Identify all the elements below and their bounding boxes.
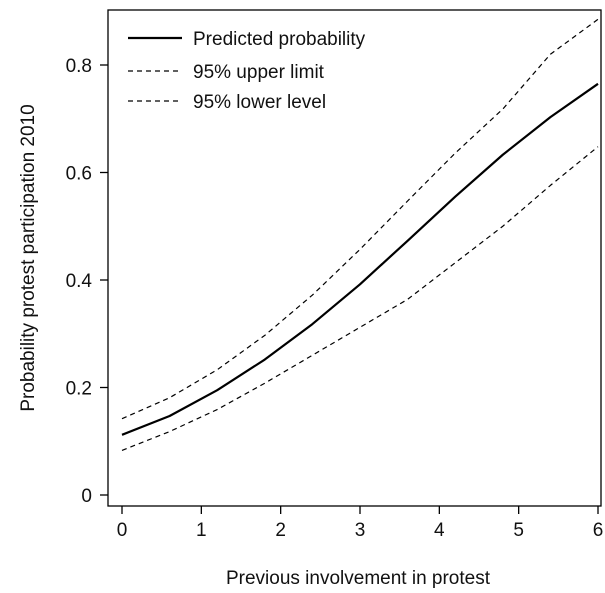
x-axis-title: Previous involvement in protest <box>226 568 491 589</box>
y-tick-label: 0.8 <box>66 56 92 77</box>
legend-label: 95% lower level <box>193 92 326 113</box>
plot-frame <box>107 9 602 507</box>
y-axis: 0 0.2 0.4 0.6 0.8 <box>66 56 108 507</box>
x-tick-label: 1 <box>196 520 207 541</box>
y-axis-title: Probability protest participation 2010 <box>18 104 39 411</box>
series-line-lower-level <box>121 146 599 451</box>
y-tick-label: 0.4 <box>66 271 93 292</box>
series-layer <box>121 18 599 451</box>
legend-label: 95% upper limit <box>193 62 325 83</box>
legend: Predicted probability 95% upper limit 95% … <box>128 29 366 113</box>
y-tick-label: 0.2 <box>66 379 92 400</box>
y-tick-label: 0.6 <box>66 164 92 185</box>
x-tick-label: 6 <box>593 520 604 541</box>
x-tick-label: 3 <box>355 520 366 541</box>
x-tick-label: 0 <box>117 520 128 541</box>
x-tick-label: 5 <box>513 520 524 541</box>
x-axis: 0 1 2 3 4 5 6 <box>117 506 604 541</box>
legend-label: Predicted probability <box>193 29 366 50</box>
y-tick-label: 0 <box>81 486 92 507</box>
series-line-predicted-probability <box>121 82 599 436</box>
x-tick-label: 4 <box>434 520 445 541</box>
x-tick-label: 2 <box>275 520 286 541</box>
